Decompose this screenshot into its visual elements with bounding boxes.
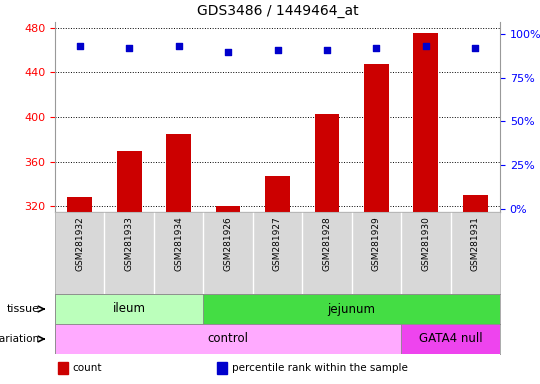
Text: GSM281926: GSM281926 [224,216,233,271]
Bar [218,362,227,374]
Title: GDS3486 / 1449464_at: GDS3486 / 1449464_at [197,4,359,18]
Point [125,45,133,51]
Point [224,48,232,55]
Bar [55,294,204,324]
Bar [463,195,488,212]
Bar [364,65,389,212]
Bar [68,197,92,212]
Text: GSM281931: GSM281931 [471,216,480,271]
Text: GSM281927: GSM281927 [273,216,282,271]
Point [422,43,430,50]
Point [174,43,183,50]
Bar [58,362,68,374]
Text: GSM281932: GSM281932 [75,216,84,271]
Text: genotype/variation: genotype/variation [0,334,39,344]
Point [273,47,282,53]
Text: GATA4 null: GATA4 null [418,333,482,346]
Bar [166,134,191,212]
Text: GSM281930: GSM281930 [421,216,430,271]
Text: GSM281933: GSM281933 [125,216,134,271]
Text: ileum: ileum [113,303,146,316]
Text: GSM281929: GSM281929 [372,216,381,271]
Text: jejunum: jejunum [328,303,376,316]
Text: control: control [207,333,248,346]
Bar [265,176,290,212]
Point [76,43,84,50]
Bar [204,294,500,324]
Bar [117,151,141,212]
Bar [315,114,339,212]
Text: percentile rank within the sample: percentile rank within the sample [232,363,408,373]
Bar [55,324,401,354]
Bar [414,33,438,212]
Point [471,45,480,51]
Text: GSM281934: GSM281934 [174,216,183,271]
Point [322,47,331,53]
Bar [215,207,240,212]
Text: count: count [72,363,102,373]
Bar [401,324,500,354]
Point [372,45,381,51]
Text: GSM281928: GSM281928 [322,216,332,271]
Text: tissue: tissue [6,304,39,314]
